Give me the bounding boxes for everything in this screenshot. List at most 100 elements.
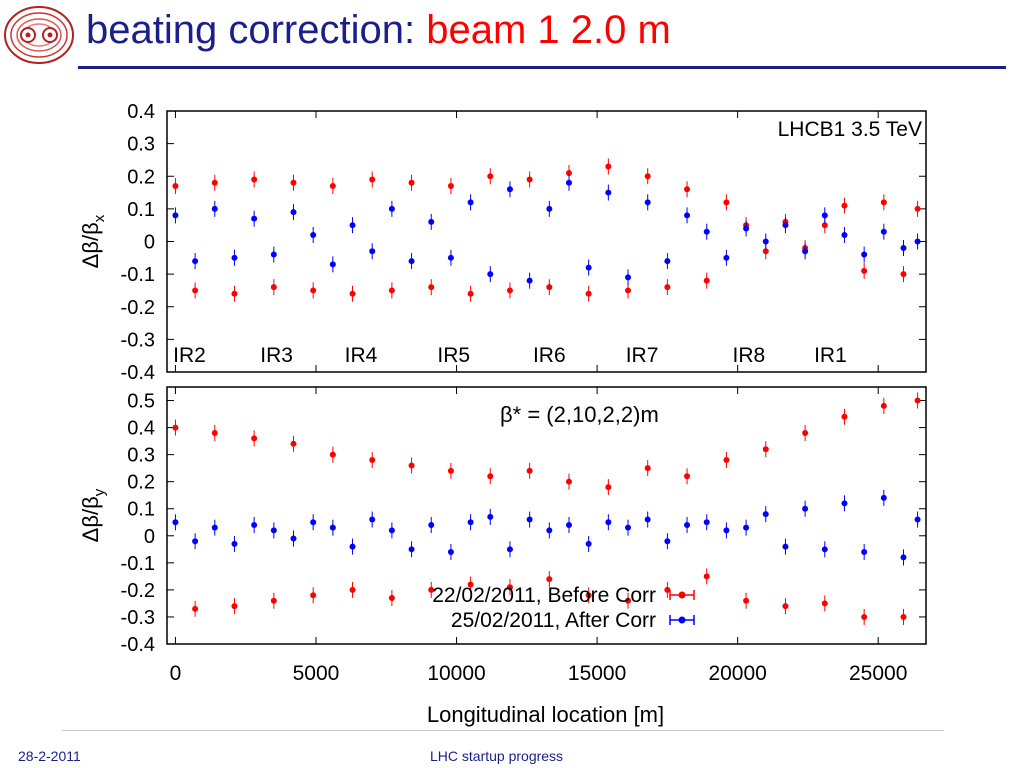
slide-title: beating correction: beam 1 2.0 m: [86, 8, 671, 53]
data-point-after: [841, 231, 848, 238]
data-point-after: [487, 513, 494, 520]
data-point-before: [329, 451, 336, 458]
data-point-before: [585, 290, 592, 297]
title-accent: beam 1 2.0 m: [426, 8, 671, 52]
data-point-before: [625, 287, 632, 294]
data-point-after: [684, 212, 691, 219]
legend-entry-label: 22/02/2011, Before Corr: [432, 584, 656, 607]
ir-label-ir2: IR2: [173, 344, 206, 367]
data-point-after: [251, 215, 258, 222]
y-tick-label-bottom: -0.4: [121, 634, 155, 656]
y-tick-label-bottom: 0.4: [127, 418, 155, 440]
data-point-before: [408, 462, 415, 469]
title-prefix: beating correction:: [86, 8, 427, 52]
data-point-before: [290, 440, 297, 447]
data-point-after: [428, 521, 435, 528]
data-point-before: [467, 581, 474, 588]
data-point-before: [408, 179, 415, 186]
data-point-before: [802, 429, 809, 436]
data-point-before: [861, 613, 868, 620]
data-point-before: [369, 176, 376, 183]
data-point-after: [428, 218, 435, 225]
ir-label-ir4: IR4: [345, 344, 378, 367]
data-point-before: [782, 603, 789, 610]
data-point-after: [625, 524, 632, 531]
data-point-before: [506, 287, 513, 294]
y-tick-label-bottom: 0.5: [127, 391, 155, 413]
data-point-after: [880, 494, 887, 501]
data-point-after: [703, 519, 710, 526]
x-tick-label: 20000: [708, 662, 766, 685]
y-tick-label-top: -0.3: [121, 329, 155, 351]
ir-label-ir6: IR6: [533, 344, 566, 367]
data-point-after: [821, 212, 828, 219]
data-point-after: [546, 205, 553, 212]
data-point-before: [428, 586, 435, 593]
data-point-after: [408, 258, 415, 265]
data-point-before: [487, 473, 494, 480]
data-point-after: [565, 179, 572, 186]
y-axis-label-bottom: Δβ/βy: [78, 488, 108, 542]
ir-label-ir1: IR1: [814, 344, 847, 367]
data-point-after: [546, 527, 553, 534]
data-point-after: [192, 538, 199, 545]
beam-energy-annotation: LHCB1 3.5 TeV: [778, 118, 922, 141]
data-point-before: [703, 573, 710, 580]
data-point-before: [172, 424, 179, 431]
data-point-before: [743, 597, 750, 604]
data-point-after: [861, 251, 868, 258]
data-point-before: [447, 467, 454, 474]
data-point-before: [290, 179, 297, 186]
data-point-before: [211, 179, 218, 186]
data-point-before: [821, 222, 828, 229]
data-point-after: [880, 228, 887, 235]
data-point-after: [290, 535, 297, 542]
data-point-before: [821, 600, 828, 607]
data-point-after: [192, 258, 199, 265]
data-point-after: [388, 527, 395, 534]
lhc-logo: [4, 6, 74, 64]
data-point-before: [546, 284, 553, 291]
data-point-before: [880, 199, 887, 206]
data-point-after: [743, 524, 750, 531]
legend-swatch-marker: [678, 616, 686, 624]
data-point-after: [231, 254, 238, 261]
data-point-after: [329, 261, 336, 268]
footer-divider: [62, 730, 944, 731]
data-point-before: [506, 584, 513, 591]
plot-frame-bottom: [166, 386, 927, 645]
data-point-after: [664, 538, 671, 545]
data-point-after: [723, 527, 730, 534]
data-point-after: [447, 254, 454, 261]
data-point-before: [526, 176, 533, 183]
data-point-before: [211, 429, 218, 436]
data-point-after: [349, 543, 356, 550]
panel-vertical-beating: 0.5 0.4 0.3 0.2 0.1 0 -0.1 -0.2 -0.3 -0.4 0 5000 100…: [78, 386, 927, 727]
data-point-before: [270, 597, 277, 604]
data-point-before: [914, 397, 921, 404]
data-point-before: [467, 290, 474, 297]
ir-label-ir5: IR5: [437, 344, 470, 367]
data-point-before: [723, 457, 730, 464]
data-point-after: [914, 516, 921, 523]
data-point-after: [664, 258, 671, 265]
data-point-after: [290, 209, 297, 216]
y-tick-label-top: 0.2: [127, 166, 155, 188]
plot-frame-top: [166, 110, 927, 373]
data-point-after: [172, 212, 179, 219]
data-point-after: [526, 516, 533, 523]
data-point-after: [782, 222, 789, 229]
y-tick-label-top: -0.1: [121, 264, 155, 286]
data-point-after: [467, 519, 474, 526]
data-point-before: [684, 473, 691, 480]
data-point-before: [526, 467, 533, 474]
data-point-after: [841, 500, 848, 507]
x-tick-label: 10000: [427, 662, 485, 685]
y-tick-label-top: -0.2: [121, 297, 155, 319]
data-point-after: [251, 521, 258, 528]
data-point-before: [644, 465, 651, 472]
data-point-after: [743, 225, 750, 232]
data-point-after: [703, 228, 710, 235]
data-point-after: [565, 521, 572, 528]
